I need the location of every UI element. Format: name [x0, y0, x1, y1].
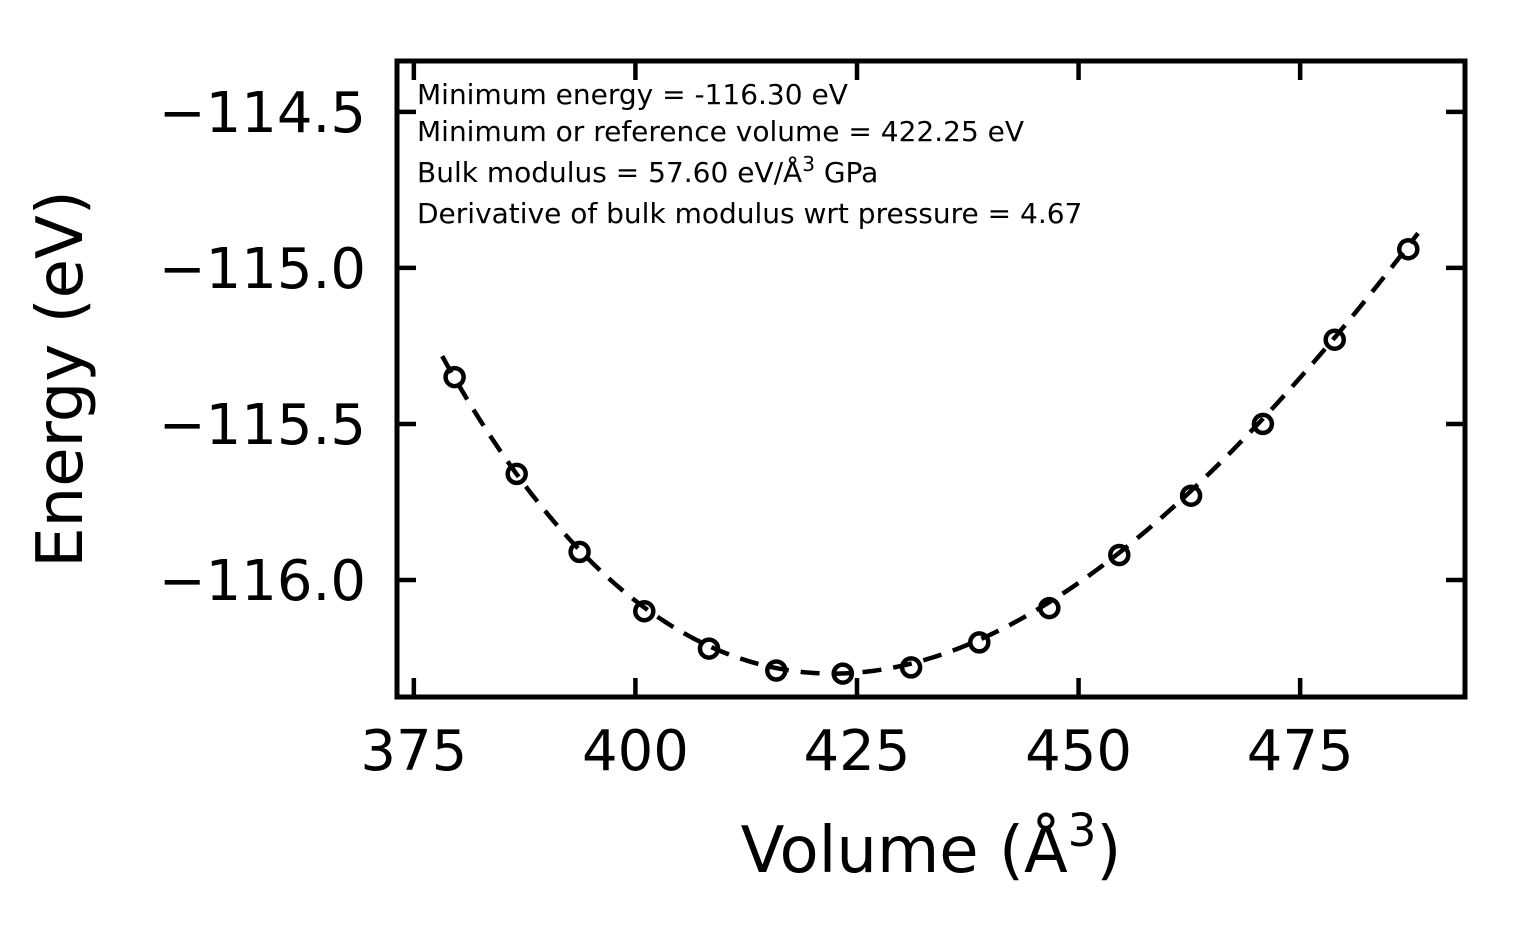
data-point-marker [443, 365, 466, 389]
y-tick-label: −115.5 [159, 393, 366, 458]
x-tick-label: 475 [1247, 719, 1354, 784]
annotation-line: Bulk modulus = 57.60 eV/Å3 GPa [417, 152, 878, 189]
data-point-marker [831, 662, 855, 685]
y-tick-label: −114.5 [159, 81, 366, 146]
data-point-marker [1397, 237, 1420, 261]
x-axis-ticks [411, 61, 1303, 697]
x-tick-label: 375 [360, 719, 467, 784]
data-point-marker [633, 599, 656, 623]
y-axis-label: Energy (eV) [24, 190, 98, 568]
data-point-marker [1179, 484, 1203, 507]
x-tick-label: 400 [582, 719, 689, 784]
data-point-marker [1323, 328, 1346, 351]
data-point-marker [1108, 543, 1131, 567]
axis-labels: Volume (Å3) Energy (eV) [24, 190, 1121, 888]
data-point-marker [568, 540, 591, 564]
annotation-line: Minimum energy = -116.30 eV [417, 78, 848, 111]
plot-frame [394, 58, 1468, 700]
x-axis-label: Volume (Å3) [741, 804, 1122, 888]
y-axis-tick-labels: −114.5 −115.0 −115.5 −116.0 [159, 81, 366, 614]
y-tick-label: −116.0 [159, 549, 366, 614]
fit-curve-path [440, 231, 1420, 676]
x-axis-tick-labels: 375 400 425 450 475 [360, 719, 1353, 784]
fit-curve [440, 231, 1420, 676]
axes-spines [394, 58, 1468, 700]
annotation-line: Minimum or reference volume = 422.25 eV [417, 115, 1024, 148]
data-point-marker [505, 462, 528, 486]
data-point-marker [697, 637, 721, 660]
data-points [443, 237, 1420, 685]
x-tick-label: 425 [804, 719, 911, 784]
y-axis-ticks [397, 109, 1465, 583]
data-point-marker [765, 659, 788, 682]
data-point-marker [968, 631, 991, 654]
data-point-marker [1251, 412, 1275, 436]
data-point-marker [899, 656, 923, 679]
y-tick-label: −115.0 [159, 237, 366, 302]
annotation-block: Minimum energy = -116.30 eV Minimum or re… [417, 78, 1082, 230]
annotation-line: Derivative of bulk modulus wrt pressure … [417, 197, 1082, 230]
data-point-marker [1038, 596, 1061, 620]
x-tick-label: 450 [1025, 719, 1132, 784]
